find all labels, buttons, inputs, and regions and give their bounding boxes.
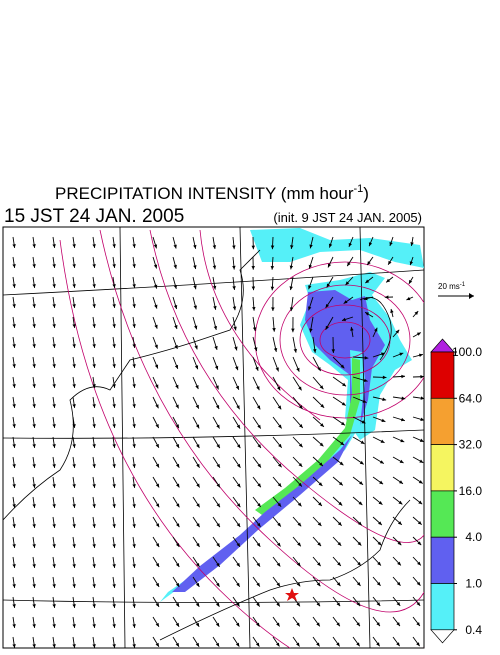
- colorbar-segment: [431, 584, 454, 630]
- colorbar-label: 64.0: [459, 391, 483, 405]
- colorbar-segment: [431, 491, 454, 537]
- colorbar-label: 16.0: [459, 484, 483, 498]
- wind-reference: 20 ms-1: [438, 282, 474, 299]
- colorbar-segment: [431, 445, 454, 491]
- wind-reference-head: [469, 293, 474, 299]
- title-close: ): [363, 184, 369, 203]
- wind-reference-exponent: -1: [460, 282, 466, 288]
- valid-time: 15 JST 24 JAN. 2005: [4, 206, 184, 227]
- title-main: PRECIPITATION INTENSITY (mm hour: [55, 184, 354, 203]
- colorbar-label: 0.4: [465, 623, 482, 637]
- title-exponent: -1: [354, 183, 364, 195]
- title: PRECIPITATION INTENSITY (mm hour-1): [55, 183, 369, 203]
- colorbar-label: 4.0: [465, 530, 482, 544]
- colorbar-segment: [431, 398, 454, 444]
- colorbar-label: 32.0: [459, 438, 483, 452]
- colorbar-label: 100.0: [452, 345, 482, 359]
- colorbar-over: [431, 339, 454, 352]
- colorbar-segment: [431, 352, 454, 398]
- wind-reference-text: 20 ms: [438, 282, 460, 291]
- map: [3, 227, 435, 650]
- colorbar: 100.0 64.0 32.0 16.0 4.0 1.0 0.4: [431, 339, 482, 643]
- wind-reference-label: 20 ms-1: [438, 282, 466, 291]
- colorbar-under: [431, 630, 454, 643]
- colorbar-label: 1.0: [465, 577, 482, 591]
- colorbar-segment: [431, 537, 454, 583]
- init-time: (init. 9 JST 24 JAN. 2005): [273, 210, 422, 225]
